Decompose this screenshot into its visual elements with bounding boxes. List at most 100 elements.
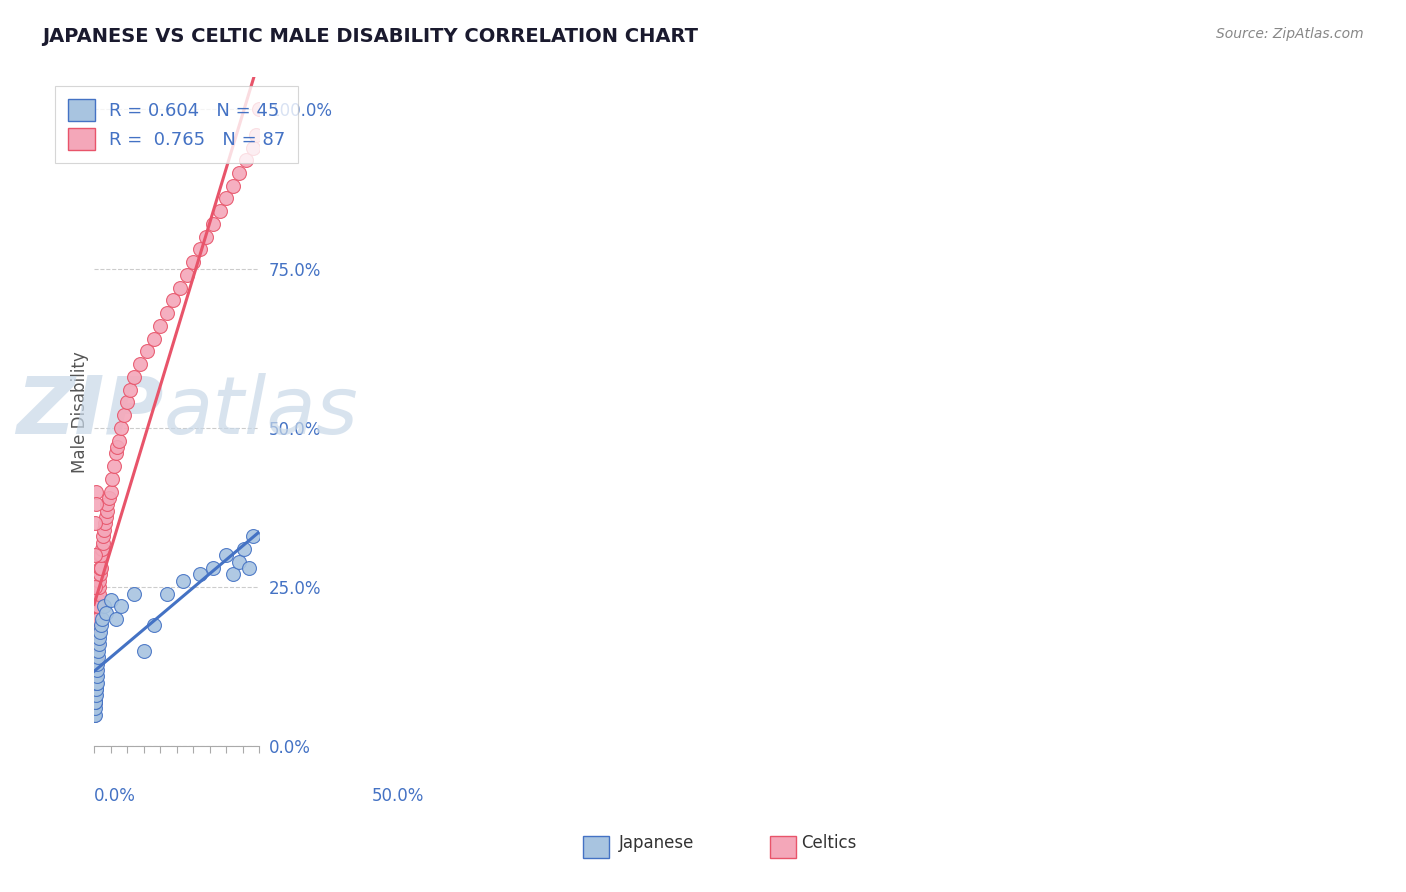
Point	[238, 561, 260, 575]
Point	[83, 669, 105, 683]
Point	[84, 701, 107, 715]
Point	[96, 504, 118, 518]
Point	[91, 612, 114, 626]
Point	[142, 332, 165, 346]
Point	[84, 675, 107, 690]
Point	[86, 618, 108, 632]
Point	[110, 421, 132, 435]
Point	[84, 689, 107, 703]
Point	[149, 318, 172, 333]
Point	[103, 459, 125, 474]
Point	[90, 549, 112, 563]
Point	[87, 644, 110, 658]
Point	[83, 707, 105, 722]
Y-axis label: Male Disability: Male Disability	[72, 351, 89, 473]
Point	[233, 541, 256, 556]
Point	[83, 682, 105, 697]
Point	[129, 357, 152, 371]
Point	[104, 612, 127, 626]
Point	[222, 178, 245, 193]
Point	[84, 682, 107, 697]
Point	[84, 689, 107, 703]
Point	[84, 682, 107, 697]
Point	[90, 618, 112, 632]
Point	[84, 638, 107, 652]
Text: 50.0%: 50.0%	[371, 787, 425, 805]
Point	[84, 497, 107, 511]
Point	[208, 204, 231, 219]
Point	[94, 510, 117, 524]
Text: ZIP: ZIP	[15, 373, 163, 451]
Point	[86, 612, 108, 626]
Point	[84, 695, 107, 709]
Point	[93, 529, 115, 543]
Point	[181, 255, 204, 269]
Point	[87, 580, 110, 594]
Point	[87, 593, 110, 607]
Point	[84, 657, 107, 671]
Point	[86, 657, 108, 671]
Point	[201, 217, 224, 231]
Point	[188, 243, 211, 257]
Legend: R = 0.604   N = 45, R =  0.765   N = 87: R = 0.604 N = 45, R = 0.765 N = 87	[55, 87, 298, 163]
Point	[86, 599, 108, 614]
Point	[86, 624, 108, 639]
Point	[84, 644, 107, 658]
Point	[84, 484, 107, 499]
Point	[195, 229, 218, 244]
Point	[89, 561, 111, 575]
Point	[83, 689, 105, 703]
Point	[89, 624, 111, 639]
Point	[83, 707, 105, 722]
Point	[89, 631, 111, 645]
Point	[86, 650, 108, 665]
Point	[87, 638, 110, 652]
Point	[83, 675, 105, 690]
Point	[87, 650, 110, 665]
Point	[84, 549, 107, 563]
Text: Celtics: Celtics	[801, 834, 856, 852]
Point	[84, 657, 107, 671]
Point	[100, 484, 122, 499]
Point	[215, 192, 238, 206]
Text: atlas: atlas	[163, 373, 359, 451]
Point	[242, 529, 264, 543]
Point	[172, 574, 194, 588]
Point	[122, 586, 145, 600]
Point	[87, 599, 110, 614]
Point	[228, 555, 250, 569]
Point	[136, 344, 159, 359]
Point	[84, 631, 107, 645]
Point	[94, 606, 117, 620]
Point	[84, 695, 107, 709]
Point	[108, 434, 131, 448]
Point	[215, 549, 238, 563]
Point	[156, 306, 179, 320]
Text: Source: ZipAtlas.com: Source: ZipAtlas.com	[1216, 27, 1364, 41]
Point	[87, 612, 110, 626]
Point	[84, 663, 107, 677]
Point	[142, 618, 165, 632]
Point	[156, 586, 179, 600]
Point	[235, 153, 257, 168]
Point	[120, 383, 142, 397]
Point	[89, 574, 111, 588]
Point	[245, 128, 267, 142]
Point	[84, 663, 107, 677]
Point	[84, 675, 107, 690]
Point	[93, 599, 115, 614]
Point	[84, 650, 107, 665]
Point	[84, 516, 107, 531]
Point	[84, 675, 107, 690]
Point	[89, 567, 111, 582]
Point	[105, 440, 128, 454]
Point	[84, 638, 107, 652]
Point	[98, 491, 121, 505]
Point	[112, 408, 135, 422]
Text: JAPANESE VS CELTIC MALE DISABILITY CORRELATION CHART: JAPANESE VS CELTIC MALE DISABILITY CORRE…	[42, 27, 699, 45]
Point	[110, 599, 132, 614]
Point	[86, 638, 108, 652]
Point	[84, 689, 107, 703]
Point	[228, 166, 250, 180]
Point	[247, 103, 270, 117]
